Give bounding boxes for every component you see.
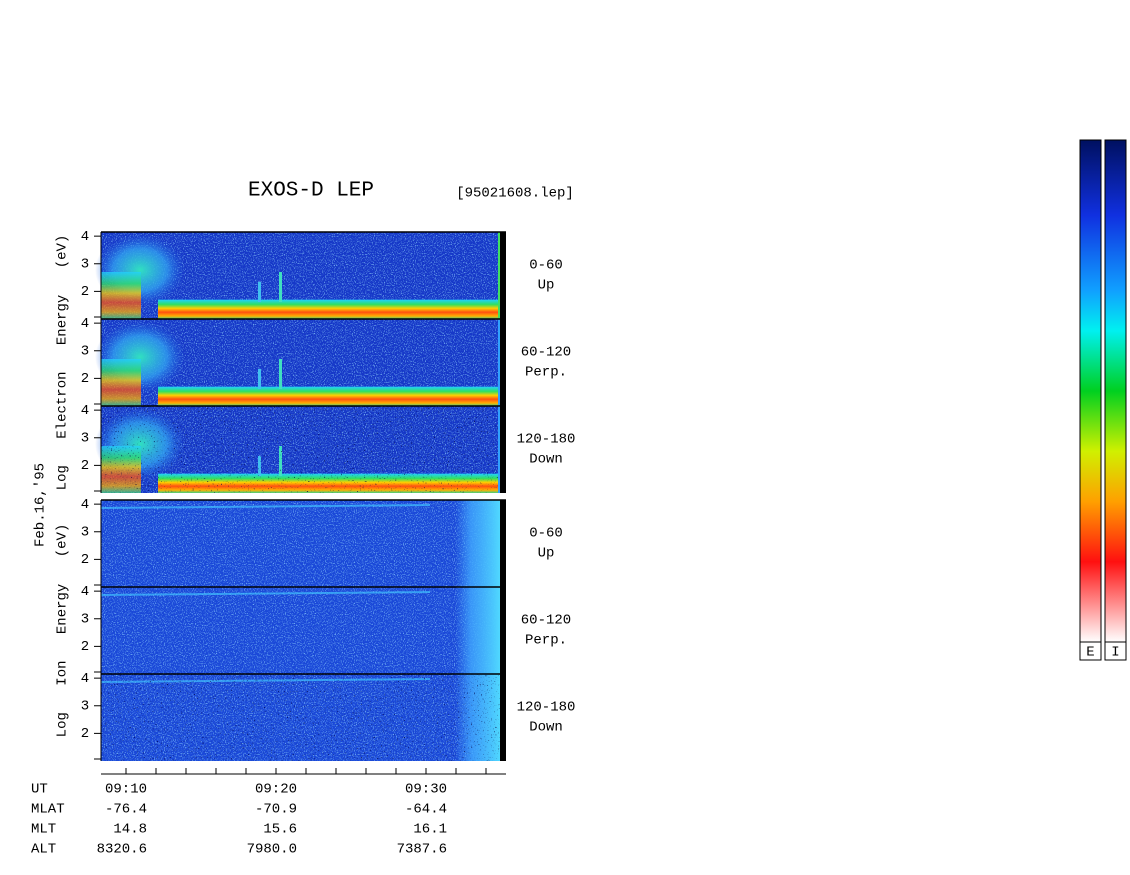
row-value: 8320.6 — [97, 842, 147, 858]
panel-noise — [101, 500, 506, 587]
y-tick-label: 3 — [81, 343, 89, 359]
y-tick-label: 4 — [81, 403, 89, 419]
ion-edge — [455, 500, 500, 587]
colorbar-label: I — [1111, 645, 1119, 661]
panel-right-bar — [500, 500, 506, 587]
panel-sublabel: Perp. — [525, 633, 567, 649]
y-tick-label: 4 — [81, 316, 89, 332]
y-tick-label: 4 — [81, 229, 89, 245]
y-tick-label: 2 — [81, 284, 89, 300]
row-value: -76.4 — [105, 802, 147, 818]
y-tick-label: 2 — [81, 371, 89, 387]
spectrogram-panel — [100, 674, 506, 761]
row-value: -64.4 — [405, 802, 447, 818]
row-value: 7387.6 — [397, 842, 447, 858]
row-value: -70.9 — [255, 802, 297, 818]
panel-label: 60-120 — [521, 613, 571, 629]
row-name: MLAT — [31, 802, 65, 818]
panel-sublabel: Down — [529, 452, 563, 468]
y-tick-label: 3 — [81, 698, 89, 714]
y-axis-label: Log Electron Energy (eV) — [55, 235, 71, 491]
panel-sublabel: Perp. — [525, 365, 567, 381]
row-value: 09:30 — [405, 782, 447, 798]
panel-sublabel: Up — [538, 278, 555, 294]
y-axis-label: Log Ion Energy (eV) — [55, 524, 71, 738]
panel-label: 0-60 — [529, 526, 563, 542]
dark-speckle — [101, 674, 506, 761]
spectrogram-panel — [100, 587, 506, 674]
row-value: 7980.0 — [247, 842, 297, 858]
row-value: 14.8 — [113, 822, 147, 838]
spike — [258, 282, 261, 302]
ion-line — [100, 591, 431, 596]
title: EXOS-D LEP — [248, 180, 374, 203]
y-tick-label: 4 — [81, 671, 89, 687]
row-name: UT — [31, 782, 48, 798]
row-name: ALT — [31, 842, 56, 858]
date-label: Feb.16,'95 — [33, 463, 49, 547]
y-tick-label: 3 — [81, 256, 89, 272]
row-name: MLT — [31, 822, 56, 838]
energy-band — [158, 386, 498, 406]
colorbar — [1079, 139, 1102, 643]
colorbar-label-box — [1079, 641, 1102, 661]
spectrogram-panel — [95, 319, 506, 406]
spectrogram-panel — [95, 406, 506, 493]
y-tick-label: 4 — [81, 584, 89, 600]
y-tick-label: 2 — [81, 552, 89, 568]
y-tick-label: 2 — [81, 458, 89, 474]
panel-sublabel: Down — [529, 720, 563, 736]
panel-right-bar — [500, 406, 506, 493]
panel-right-bar — [500, 587, 506, 674]
colorbar-label: E — [1086, 645, 1094, 661]
left-band — [101, 272, 141, 319]
ion-edge — [455, 587, 500, 674]
y-tick-label: 3 — [81, 611, 89, 627]
row-value: 09:20 — [255, 782, 297, 798]
subtitle: [95021608.lep] — [456, 186, 574, 202]
panel-label: 120-180 — [517, 432, 576, 448]
y-tick-label: 2 — [81, 726, 89, 742]
panel-right-bar — [500, 674, 506, 761]
spike — [279, 359, 282, 389]
y-tick-label: 3 — [81, 524, 89, 540]
row-value: 15.6 — [263, 822, 297, 838]
panel-right-bar — [500, 319, 506, 406]
row-value: 16.1 — [413, 822, 447, 838]
dark-speckle — [101, 406, 506, 493]
spectrogram-panel — [100, 500, 506, 587]
y-tick-label: 2 — [81, 639, 89, 655]
panel-label: 60-120 — [521, 345, 571, 361]
spectrogram-panel — [95, 232, 506, 319]
panel-sublabel: Up — [538, 546, 555, 562]
colorbar-label-box — [1104, 641, 1127, 661]
energy-band — [158, 299, 498, 319]
panel-label: 120-180 — [517, 700, 576, 716]
spike — [258, 369, 261, 389]
panel-noise — [101, 587, 506, 674]
ion-line — [100, 504, 431, 509]
row-value: 09:10 — [105, 782, 147, 798]
panel-label: 0-60 — [529, 258, 563, 274]
spike — [279, 272, 282, 302]
colorbar — [1104, 139, 1127, 643]
y-tick-label: 3 — [81, 430, 89, 446]
y-tick-label: 4 — [81, 497, 89, 513]
panel-right-bar — [500, 232, 506, 319]
left-band — [101, 359, 141, 406]
